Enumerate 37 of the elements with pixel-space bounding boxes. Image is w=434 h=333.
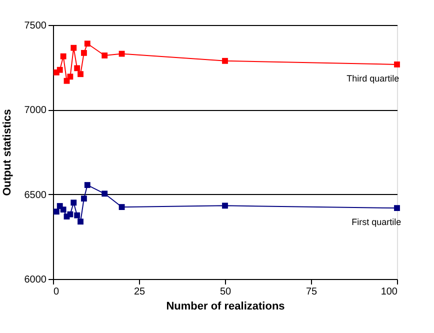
x-tick-label: 100 [380,286,398,298]
x-tick-label: 50 [220,286,232,298]
x-tick-label: 75 [306,286,318,298]
annotation: First quartile [352,217,402,228]
point [394,205,400,212]
point [60,53,66,60]
point [394,61,400,68]
point [84,182,90,188]
point [118,50,125,57]
point [102,190,108,197]
point [74,65,80,72]
point [56,66,63,73]
point [70,200,77,206]
point [60,206,66,213]
y-tick-label: 6000 [24,274,47,286]
y-tick-label: 7500 [24,20,47,32]
point [222,202,228,209]
x-axis-title: Number of realizations [166,300,285,312]
point [81,50,87,56]
point [67,74,74,80]
point [118,204,125,210]
point [53,208,60,215]
point [84,40,90,47]
y-tick-label: 6500 [24,190,47,201]
point [102,52,108,58]
point [78,218,84,225]
point [81,196,87,202]
x-tick-label: 25 [134,286,146,298]
y-tick-label: 7000 [24,105,47,116]
y-axis-title: Output statistics [1,109,14,196]
point [67,211,74,218]
point [70,44,77,51]
annotation: Third quartile [346,73,400,84]
point [222,58,228,64]
point [74,212,80,218]
point [78,71,84,78]
x-tick-label: 0 [54,286,60,298]
